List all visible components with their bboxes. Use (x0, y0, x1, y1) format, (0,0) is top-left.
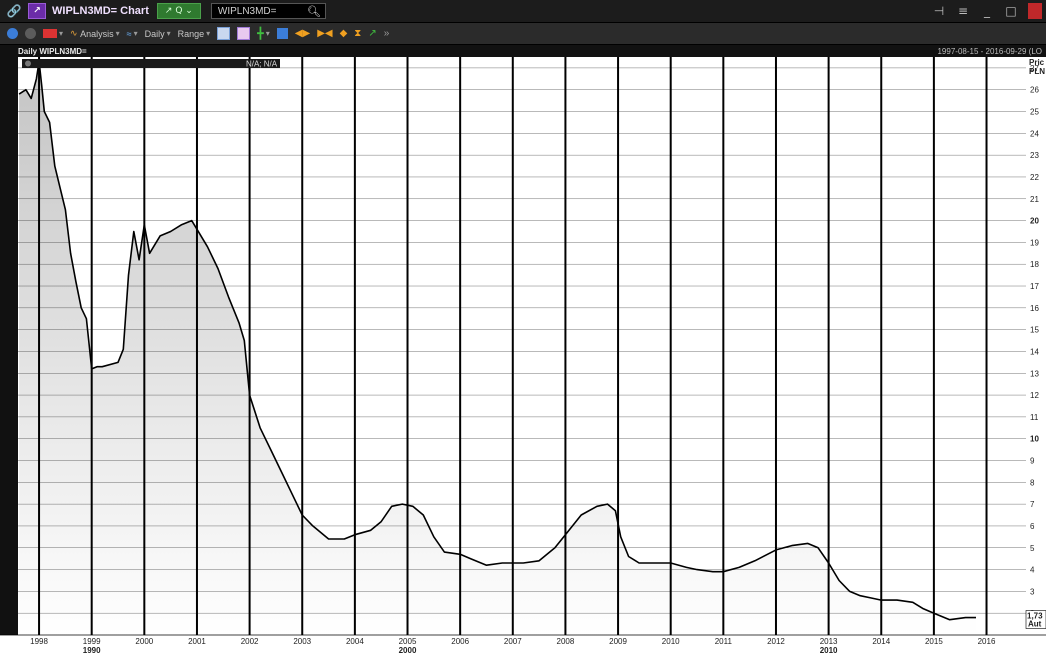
y-tick-label: 9 (1030, 457, 1035, 466)
menu-icon[interactable]: ≡ (957, 4, 969, 18)
analysis-label[interactable]: Analysis (80, 28, 114, 39)
chart-toolbar: ▾ ∿ Analysis ▾ ≈ ▾ Daily ▾ Range ▾ ╋ ▾ ◀▶ ▶◀ … (0, 23, 1046, 45)
y-tick-label: 23 (1030, 151, 1039, 160)
search-icon[interactable]: 🔍︎ (306, 4, 321, 18)
x-tick-label: 2008 (557, 637, 575, 646)
interval-label[interactable]: Daily (144, 28, 165, 39)
template-icon[interactable] (276, 28, 288, 39)
legend-icon (25, 60, 31, 67)
range-menu[interactable]: Range ▾ (177, 28, 211, 39)
window-title: WIPLN3MD= Chart (52, 5, 149, 17)
y-axis-panel (1026, 57, 1046, 635)
series-area-fill (19, 61, 977, 635)
y-tick-label: 6 (1030, 522, 1035, 531)
y-tick-label: 20 (1030, 217, 1039, 226)
compare-chart-icon[interactable] (237, 27, 251, 40)
analysis-menu[interactable]: ∿ Analysis ▾ (70, 28, 120, 39)
legend-box (22, 59, 280, 68)
x-tick-label: 2012 (767, 637, 785, 646)
history-icon[interactable] (25, 28, 36, 39)
y-axis-header: PLN (1029, 67, 1045, 76)
last-value-sublabel: Aut (1028, 620, 1042, 629)
x-tick-label: 1998 (30, 637, 48, 646)
flag-dropdown[interactable]: ▾ (43, 29, 63, 38)
y-tick-label: 27 (1030, 64, 1039, 73)
interval-menu[interactable]: Daily ▾ (144, 28, 171, 39)
chart-panel: Daily WIPLN3MD= 1997-08-15 - 2016-09-29 … (0, 45, 1046, 661)
link-icon[interactable]: 🔗 (6, 4, 22, 18)
close-icon[interactable] (1028, 3, 1042, 19)
y-tick-label: 17 (1030, 282, 1039, 291)
y-axis-header: Pric (1029, 58, 1045, 67)
y-tick-label: 14 (1030, 347, 1039, 356)
range-label[interactable]: Range (177, 28, 205, 39)
y-tick-label: 26 (1030, 86, 1039, 95)
more-icon[interactable]: » (383, 28, 390, 39)
y-tick-label: 7 (1030, 500, 1035, 509)
x-tick-label: 2000 (135, 637, 153, 646)
instrument-search[interactable]: WIPLN3MD= 🔍︎ (210, 3, 326, 19)
x-tick-label: 2014 (872, 637, 890, 646)
x-decade-label: 2000 (399, 646, 417, 655)
legend-value: N/A; N/A (246, 60, 278, 69)
y-tick-label: 3 (1030, 587, 1035, 596)
dock-icon[interactable]: ⊣ (933, 4, 945, 18)
x-tick-label: 2006 (451, 637, 469, 646)
x-tick-label: 2007 (504, 637, 522, 646)
chart-series-label: Daily WIPLN3MD= (18, 46, 87, 56)
x-axis-panel (0, 635, 1046, 661)
scroll-left-icon[interactable]: ◀▶ (294, 28, 311, 39)
x-tick-label: 2016 (978, 637, 996, 646)
last-value-label: 1,73 (1027, 612, 1043, 621)
y-tick-label: 10 (1030, 435, 1039, 444)
quote-toggle-button[interactable]: ↗ Q ⌄ (156, 3, 201, 19)
y-tick-label: 22 (1030, 173, 1039, 182)
chart-header: Daily WIPLN3MD= 1997-08-15 - 2016-09-29 … (0, 45, 1046, 57)
y-tick-label: 15 (1030, 326, 1039, 335)
y-tick-label: 19 (1030, 238, 1039, 247)
zoom-in-icon[interactable]: ▶◀ (317, 28, 333, 39)
window-controls: ⊣ ≡ _ □ (932, 3, 1046, 19)
series-line[interactable] (18, 60, 976, 621)
restore-icon[interactable]: □ (1005, 4, 1017, 18)
last-value-badge (1025, 610, 1046, 629)
export-icon[interactable]: ↗ (368, 28, 377, 39)
y-tick-label: 13 (1030, 369, 1039, 378)
y-tick-label: 5 (1030, 544, 1035, 553)
x-tick-label: 2003 (293, 637, 311, 646)
y-tick-label: 21 (1030, 195, 1039, 204)
x-tick-label: 2011 (715, 637, 733, 646)
y-tick-label: 18 (1030, 260, 1039, 269)
zoom-vertical-icon[interactable]: ◆ (339, 28, 348, 39)
refresh-icon[interactable] (7, 28, 18, 39)
x-tick-label: 2004 (346, 637, 364, 646)
y-tick-label: 16 (1030, 304, 1039, 313)
x-tick-label: 1999 (83, 637, 101, 646)
x-tick-label: 2013 (820, 637, 838, 646)
chart-date-range: 1997-08-15 - 2016-09-29 (LO (937, 46, 1042, 56)
y-tick-label: 24 (1030, 129, 1039, 138)
y-tick-label: 11 (1030, 413, 1039, 422)
x-tick-label: 2015 (925, 637, 943, 646)
line-chart-icon[interactable] (217, 27, 231, 40)
x-tick-label: 2010 (662, 637, 680, 646)
chart-type-menu[interactable]: ≈ ▾ (126, 28, 138, 39)
y-tick-label: 8 (1030, 478, 1035, 487)
window-titlebar: 🔗 ↗ WIPLN3MD= Chart ↗ Q ⌄ WIPLN3MD= 🔍︎ ⊣… (0, 0, 1046, 23)
x-tick-label: 2002 (241, 637, 259, 646)
chart-app-icon: ↗ (28, 3, 46, 19)
y-tick-label: 4 (1030, 566, 1035, 575)
fit-icon[interactable]: ⧗ (354, 28, 362, 39)
minimize-icon[interactable]: _ (984, 4, 990, 18)
search-input[interactable]: WIPLN3MD= (217, 5, 277, 17)
x-decade-label: 2010 (820, 646, 838, 655)
y-tick-label: 25 (1030, 108, 1039, 117)
x-decade-label: 1990 (83, 646, 101, 655)
crosshair-icon[interactable]: ╋ ▾ (257, 28, 270, 40)
y-tick-label: 12 (1030, 391, 1039, 400)
x-tick-label: 2005 (399, 637, 417, 646)
x-tick-label: 2001 (188, 637, 206, 646)
x-tick-label: 2009 (609, 637, 627, 646)
